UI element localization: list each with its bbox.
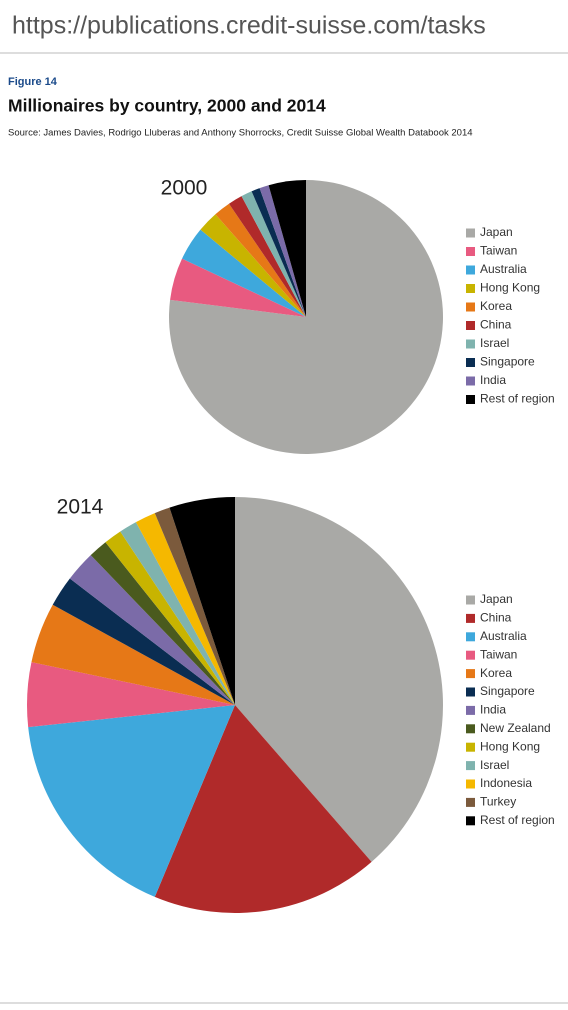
pie-slice: [235, 497, 443, 862]
legend-swatch: [466, 705, 475, 715]
legend-swatch: [466, 247, 475, 256]
legend-label: China: [480, 318, 512, 332]
legend-label: Turkey: [480, 795, 516, 809]
legend-label: Japan: [480, 225, 513, 239]
legend-swatch: [466, 358, 475, 367]
pie-slice: [154, 507, 235, 705]
legend-swatch: [466, 613, 475, 623]
legend-swatch: [466, 742, 475, 752]
legend-label: New Zealand: [480, 721, 551, 735]
legend-swatch: [466, 265, 475, 275]
pie-slice: [105, 531, 235, 705]
legend-label: Singapore: [480, 355, 535, 369]
legend-swatch: [466, 321, 475, 330]
figure-label: Figure 14: [8, 76, 58, 88]
pie-slice: [215, 203, 306, 317]
legend-label: Hong Kong: [480, 739, 540, 753]
legend-label: Rest of region: [480, 813, 555, 827]
legend-label: Taiwan: [480, 647, 517, 661]
legend-swatch: [466, 779, 475, 789]
legend-label: India: [480, 703, 506, 717]
legend-swatch: [466, 724, 475, 734]
url[interactable]: https://publications.credit-suisse.com/t…: [12, 12, 486, 40]
legend-label: Australia: [480, 262, 527, 276]
legend-swatch: [466, 816, 475, 826]
legend-label: Japan: [480, 592, 513, 606]
pie-slice: [170, 258, 306, 317]
legend-label: Israel: [480, 336, 509, 350]
legend-swatch: [466, 302, 475, 312]
legend-swatch: [466, 395, 475, 404]
pie-slice: [228, 196, 306, 317]
legend-swatch: [466, 228, 475, 238]
figure-source: Source: James Davies, Rodrigo Lluberas a…: [8, 128, 473, 139]
legend-label: Indonesia: [480, 776, 532, 790]
legend-label: Singapore: [480, 684, 535, 698]
pie-slice: [90, 542, 235, 705]
pie-title: 2014: [57, 496, 104, 519]
pie-slice: [251, 188, 306, 317]
legend-swatch: [466, 650, 475, 660]
pie-slice: [120, 522, 235, 705]
legend-label: Rest of region: [480, 392, 555, 406]
figure-title: Millionaires by country, 2000 and 2014: [8, 96, 326, 116]
legend-swatch: [466, 687, 475, 697]
pie-slice: [169, 497, 235, 705]
pie-slice: [268, 180, 306, 317]
pie-slice: [259, 185, 306, 317]
pie-slice: [241, 191, 306, 317]
legend-label: Australia: [480, 629, 527, 643]
pie-slice: [28, 705, 235, 897]
legend-label: Taiwan: [480, 244, 517, 258]
legend-label: Hong Kong: [480, 281, 540, 295]
pie-slice: [27, 662, 236, 728]
legend-swatch: [466, 339, 475, 349]
legend-swatch: [466, 376, 475, 386]
legend-swatch: [466, 595, 475, 605]
legend-swatch: [466, 632, 475, 642]
pie-slice: [135, 513, 235, 705]
legend-swatch: [466, 761, 475, 771]
pie-title: 2000: [161, 177, 208, 200]
legend-swatch: [466, 669, 475, 679]
pie-slice: [200, 214, 306, 317]
legend-label: China: [480, 611, 512, 625]
pie-slice: [154, 705, 372, 914]
legend-label: Korea: [480, 299, 512, 313]
pie-slice: [52, 578, 235, 705]
pie-slice: [69, 555, 235, 705]
legend-label: Israel: [480, 758, 509, 772]
legend-label: India: [480, 373, 506, 387]
pie-slice: [31, 604, 236, 705]
legend-swatch: [466, 284, 475, 293]
legend-label: Korea: [480, 666, 512, 680]
pie-slice: [182, 229, 306, 317]
legend-swatch: [466, 797, 475, 807]
